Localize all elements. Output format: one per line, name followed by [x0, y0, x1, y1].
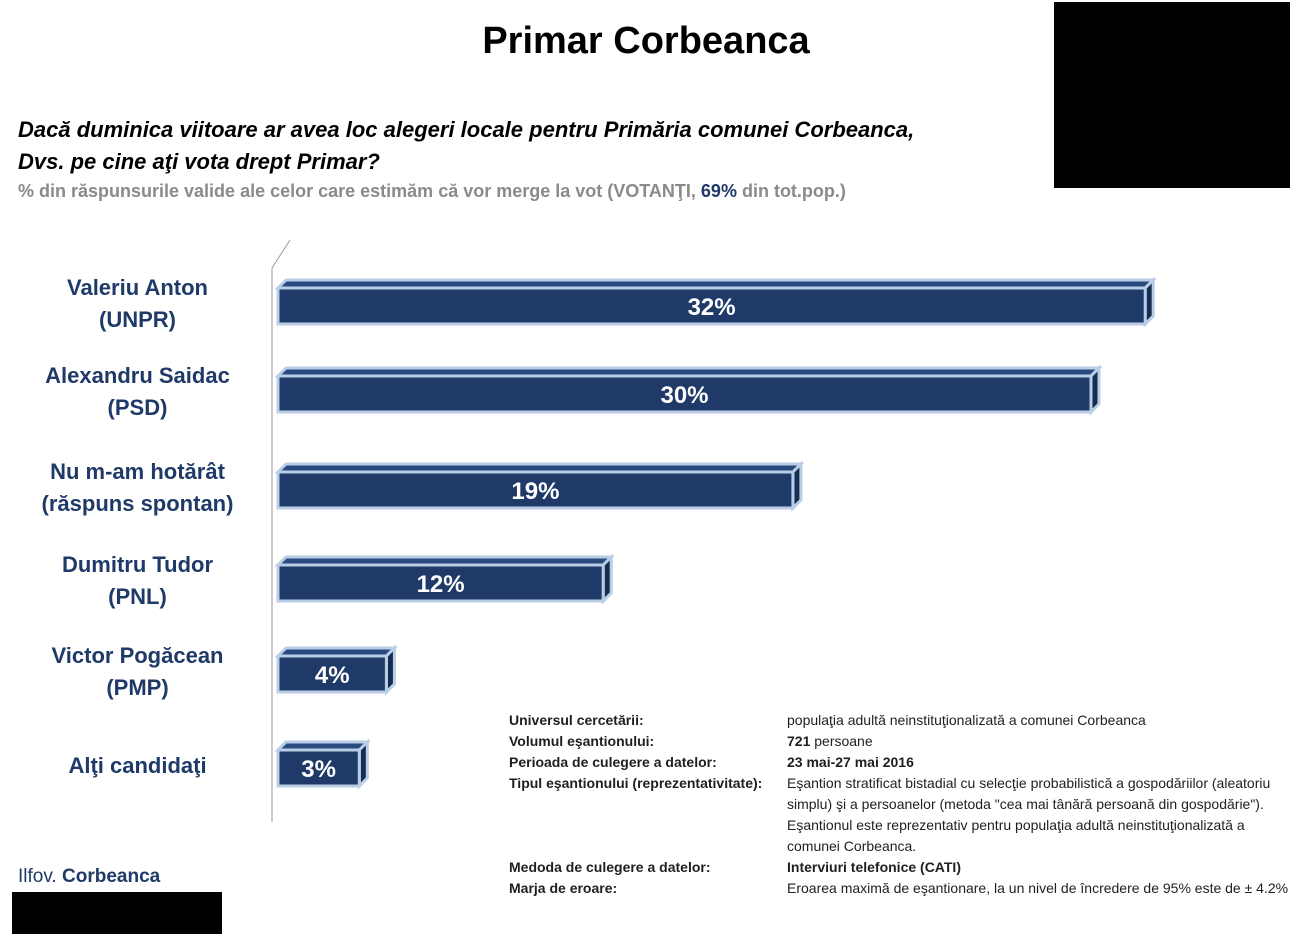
- bar-data-label: 3%: [301, 756, 336, 783]
- bar-front-face: [276, 654, 388, 694]
- chart-subtitle: % din răspunsurile valide ale celor care…: [18, 181, 846, 202]
- methodology-row: Universul cercetării: populaţia adultă ne…: [509, 710, 1289, 731]
- methodology-key: Marja de eroare:: [509, 880, 618, 896]
- methodology-block: Universul cercetării: populaţia adultă ne…: [509, 710, 1289, 899]
- category-label-line: (PSD): [107, 395, 168, 420]
- bar-front-face: [276, 748, 361, 788]
- methodology-value: 23 mai-27 mai 2016: [787, 754, 914, 770]
- bar-data-label: 30%: [660, 382, 708, 409]
- bar-0: 32%: [274, 276, 1157, 328]
- category-label-line: Valeriu Anton: [67, 275, 208, 300]
- category-label: Dumitru Tudor (PNL): [10, 549, 265, 613]
- methodology-row: Tipul eşantionului (reprezentativitate):…: [509, 773, 1289, 857]
- category-label: Alexandru Saidac (PSD): [10, 360, 265, 424]
- bar-data-label: 12%: [417, 571, 465, 598]
- category-label: Valeriu Anton (UNPR): [10, 272, 265, 336]
- methodology-value: populaţia adultă neinstituţionalizată a …: [787, 712, 1146, 728]
- category-label-line: Alexandru Saidac: [45, 363, 230, 388]
- question-line-1: Dacă duminica viitoare ar avea loc alege…: [18, 117, 915, 142]
- chart-title: Primar Corbeanca: [482, 20, 810, 62]
- bar-3: 12%: [274, 553, 615, 605]
- redacted-logo-box: [1054, 2, 1290, 188]
- methodology-key: Tipul eşantionului (reprezentativitate):: [509, 775, 763, 791]
- bar-front-face: [276, 563, 605, 603]
- footer-locality: Corbeanca: [62, 866, 161, 887]
- bar-front-face: [276, 470, 795, 510]
- subtitle-text: % din răspunsurile valide ale celor care…: [18, 181, 701, 201]
- bar-1: 30%: [274, 364, 1103, 416]
- question-line-2: Dvs. pe cine aţi vota drept Primar?: [18, 149, 380, 174]
- methodology-key: Universul cercetării:: [509, 712, 644, 728]
- survey-question: Dacă duminica viitoare ar avea loc alege…: [18, 114, 1018, 178]
- methodology-row: Perioada de culegere a datelor: 23 mai-27…: [509, 752, 1289, 773]
- bar-4: 4%: [274, 644, 399, 696]
- category-label-line: (UNPR): [99, 307, 176, 332]
- category-label-line: Nu m-am hotărât: [50, 459, 225, 484]
- redacted-footer-box: [12, 892, 222, 934]
- bar-data-label: 4%: [315, 662, 350, 689]
- methodology-key: Perioada de culegere a datelor:: [509, 754, 717, 770]
- category-label-line: (PNL): [108, 584, 167, 609]
- category-label-line: Victor Pogăcean: [51, 643, 224, 668]
- footer-location: Ilfov. Corbeanca: [18, 866, 160, 888]
- methodology-row: Volumul eşantionului: 721 persoane: [509, 731, 1289, 752]
- category-label-line: Alţi candidaţi: [68, 753, 207, 778]
- methodology-value: Eşantion stratificat bistadial cu selecţ…: [787, 775, 1271, 854]
- bar-5: 3%: [274, 738, 371, 790]
- bar-front-face: [276, 374, 1093, 414]
- methodology-key: Medoda de culegere a datelor:: [509, 859, 711, 875]
- methodology-value: Interviuri telefonice (CATI): [787, 859, 961, 875]
- bar-data-label: 32%: [688, 294, 736, 321]
- methodology-value: Eroarea maximă de eşantionare, la un niv…: [787, 880, 1289, 896]
- category-label-line: (PMP): [106, 675, 169, 700]
- methodology-key: Volumul eşantionului:: [509, 733, 655, 749]
- footer-region: Ilfov.: [18, 866, 57, 887]
- category-label: Alţi candidaţi: [10, 750, 265, 782]
- chart-axis-wall: [271, 239, 291, 822]
- methodology-row: Medoda de culegere a datelor: Interviuri …: [509, 857, 1289, 878]
- category-label-line: (răspuns spontan): [41, 491, 234, 516]
- methodology-value: 721 persoane: [787, 733, 873, 749]
- bar-data-label: 19%: [511, 478, 559, 505]
- category-label-line: Dumitru Tudor: [61, 552, 214, 577]
- subtitle-highlight: 69%: [700, 181, 737, 201]
- methodology-row: Marja de eroare: Eroarea maximă de eşanti…: [509, 878, 1289, 899]
- subtitle-text-end: din tot.pop.): [736, 181, 846, 201]
- category-label: Victor Pogăcean (PMP): [10, 640, 265, 704]
- bar-front-face: [276, 286, 1147, 326]
- bar-2: 19%: [274, 460, 805, 512]
- category-label: Nu m-am hotărât (răspuns spontan): [10, 456, 265, 520]
